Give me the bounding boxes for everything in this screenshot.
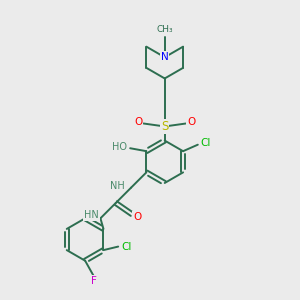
Text: N: N bbox=[161, 52, 169, 62]
Text: Cl: Cl bbox=[121, 242, 132, 252]
Text: O: O bbox=[133, 212, 141, 222]
Text: NH: NH bbox=[110, 181, 124, 191]
Text: O: O bbox=[187, 117, 195, 127]
Text: O: O bbox=[134, 117, 142, 127]
Text: S: S bbox=[161, 120, 168, 133]
Text: F: F bbox=[91, 276, 97, 286]
Text: HO: HO bbox=[112, 142, 127, 152]
Text: CH₃: CH₃ bbox=[156, 25, 173, 34]
Text: Cl: Cl bbox=[201, 138, 211, 148]
Text: HN: HN bbox=[84, 210, 99, 220]
